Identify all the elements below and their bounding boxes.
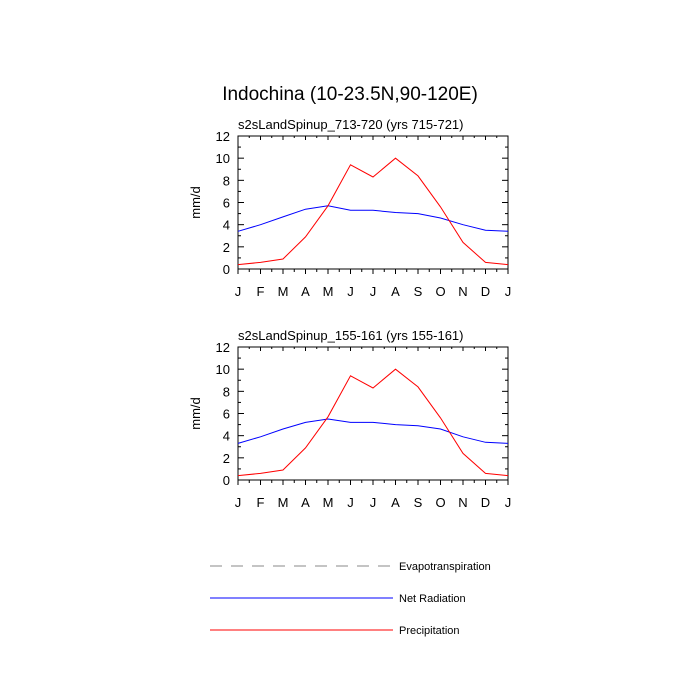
x-tick-label: D (481, 284, 490, 299)
plot-frame (237, 135, 509, 270)
legend-label-precipitation: Precipitation (399, 625, 460, 637)
x-tick-label: M (278, 495, 289, 510)
y-tick-label: 10 (216, 362, 230, 377)
x-tick-label: J (370, 495, 377, 510)
x-tick-label: N (458, 284, 467, 299)
x-tick-label: O (435, 495, 445, 510)
series-line-net-radiation (237, 418, 509, 444)
x-tick-label: J (505, 495, 512, 510)
y-tick-label: 10 (216, 151, 230, 166)
legend-label-net-radiation: Net Radiation (399, 593, 466, 605)
chart-panel-1: s2sLandSpinup_713-720 (yrs 715-721) mm/d 0… (188, 117, 511, 299)
chart-title: s2sLandSpinup_155-161 (yrs 155-161) (238, 328, 464, 343)
plot-frame (237, 346, 509, 481)
y-tick-label: 2 (223, 240, 230, 255)
chart-title: s2sLandSpinup_713-720 (yrs 715-721) (238, 117, 464, 132)
x-tick-label: J (347, 284, 354, 299)
y-tick-label: 6 (223, 196, 230, 211)
legend-label-evapotranspiration: Evapotranspiration (399, 561, 491, 573)
y-tick-label: 12 (216, 129, 230, 144)
x-tick-label: S (414, 284, 423, 299)
y-axis-label: mm/d (188, 186, 203, 219)
x-tick-label: O (435, 284, 445, 299)
x-tick-label: J (505, 284, 512, 299)
y-tick-label: 8 (223, 173, 230, 188)
x-tick-label: J (347, 495, 354, 510)
series-line-precipitation (237, 368, 509, 477)
series-line-net-radiation (237, 205, 509, 232)
x-tick-label: J (235, 495, 242, 510)
x-tick-label: A (391, 495, 400, 510)
y-axis-label: mm/d (188, 397, 203, 430)
x-tick-label: M (278, 284, 289, 299)
x-tick-label: F (257, 284, 265, 299)
y-tick-label: 4 (223, 218, 230, 233)
y-tick-label: 12 (216, 340, 230, 355)
x-tick-label: J (235, 284, 242, 299)
legend: Evapotranspiration Net Radiation Precipita… (210, 561, 491, 637)
x-tick-label: A (301, 284, 310, 299)
figure-title: Indochina (10-23.5N,90-120E) (222, 84, 478, 105)
y-tick-label: 4 (223, 429, 230, 444)
y-tick-label: 0 (223, 262, 230, 277)
x-tick-label: A (391, 284, 400, 299)
x-tick-label: D (481, 495, 490, 510)
x-tick-label: F (257, 495, 265, 510)
x-tick-label: M (323, 284, 334, 299)
chart-panel-2: s2sLandSpinup_155-161 (yrs 155-161) mm/d 0… (188, 328, 511, 510)
y-tick-label: 2 (223, 451, 230, 466)
x-tick-label: N (458, 495, 467, 510)
series-line-precipitation (237, 157, 509, 266)
x-tick-label: S (414, 495, 423, 510)
x-tick-label: M (323, 495, 334, 510)
x-tick-label: A (301, 495, 310, 510)
y-tick-label: 6 (223, 407, 230, 422)
panels: s2sLandSpinup_713-720 (yrs 715-721) mm/d 0… (188, 117, 511, 510)
y-tick-label: 0 (223, 473, 230, 488)
y-tick-label: 8 (223, 384, 230, 399)
x-tick-label: J (370, 284, 377, 299)
